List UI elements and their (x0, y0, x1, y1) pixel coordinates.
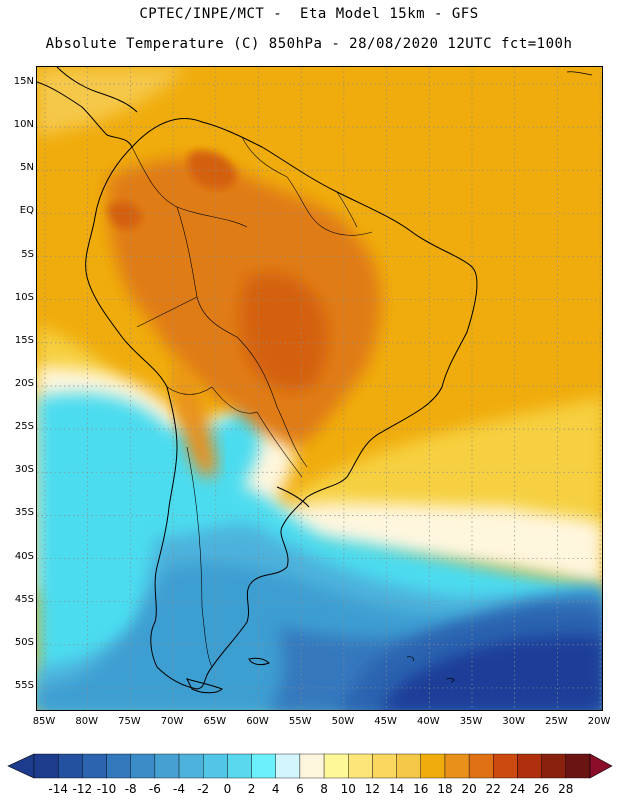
lat-label: 45S (14, 593, 34, 605)
central-america-coast (37, 81, 133, 148)
lon-label: 45W (374, 716, 397, 727)
lon-label: 50W (331, 716, 355, 727)
colorbar-tick-label: -14 (48, 782, 68, 796)
colorbar-segment (57, 753, 83, 779)
lon-label: 25W (545, 716, 568, 727)
colorbar-segment (33, 753, 59, 779)
colorbar-segment (565, 753, 591, 779)
colorbar (7, 753, 613, 779)
lon-label: 70W (160, 716, 184, 727)
colorbar-segment (444, 753, 470, 779)
lon-label: 20W (587, 716, 611, 727)
country-borders (131, 136, 373, 668)
field-deepest-blue (378, 635, 602, 710)
rio-de-la-plata (276, 486, 310, 508)
colorbar-tick-label: -10 (96, 782, 117, 796)
colorbar-tick-label: 0 (223, 782, 232, 796)
colorbar-segment (541, 753, 567, 779)
colorbar-segment (130, 753, 156, 779)
title-line-2: Absolute Temperature (C) 850hPa - 28/08/… (45, 36, 573, 52)
colorbar-tick-label: -6 (148, 782, 161, 796)
lon-label: 65W (203, 716, 227, 727)
lat-label: 35S (14, 507, 34, 519)
colorbar-segment (275, 753, 301, 779)
falklands (248, 657, 270, 666)
colorbar-tick-label: 12 (364, 782, 381, 796)
colorbar-segment (106, 753, 131, 779)
colorbar-tick-label: -2 (197, 782, 210, 796)
lat-label: 5N (20, 162, 34, 174)
colorbar-segment (251, 753, 276, 779)
colorbar-tick-label: -4 (173, 782, 186, 796)
lat-label: 55S (14, 679, 34, 691)
island-details (406, 71, 593, 683)
colorbar-low-arrow (7, 753, 35, 779)
colorbar-segment (299, 753, 325, 779)
lat-label: 50S (14, 636, 34, 648)
lat-label: 25S (14, 421, 34, 433)
colorbar-segment (348, 753, 373, 779)
colorbar-tick-label: 18 (437, 782, 453, 796)
colorbar-tick-label: 24 (509, 782, 526, 796)
colorbar-tick-label: 28 (558, 782, 574, 796)
lat-label: 30S (14, 464, 34, 476)
field-mild-band (287, 397, 602, 537)
graticule (37, 67, 602, 710)
colorbar-segment (372, 753, 397, 779)
colorbar-segment (203, 753, 228, 779)
lon-label: 35W (459, 716, 483, 727)
colorbar-segment (517, 753, 542, 779)
colorbar-tick-label: 14 (388, 782, 405, 796)
lat-label: 20S (14, 377, 34, 389)
lat-label: 10N (13, 119, 34, 131)
field-mild-north (37, 67, 187, 137)
map-canvas (37, 67, 602, 710)
tierra-del-fuego (186, 678, 223, 694)
south-america-coast (85, 118, 478, 690)
colorbar-tick-label: 6 (296, 782, 304, 796)
colorbar-segment (178, 753, 204, 779)
lon-label: 75W (118, 716, 141, 727)
lon-label: 55W (288, 716, 312, 727)
colorbar-segment (323, 753, 349, 779)
lat-label: 10S (14, 291, 34, 303)
colorbar-tick-label: 22 (485, 782, 501, 796)
lon-label: 80W (75, 716, 98, 727)
lon-label: 40W (416, 716, 440, 727)
lat-label: EQ (19, 205, 34, 217)
colorbar-tick-label: 4 (271, 782, 280, 796)
colorbar-segment (468, 753, 494, 779)
colorbar-tick-label: 10 (340, 782, 356, 796)
colorbar-tick-label: 26 (534, 782, 550, 796)
lat-label: 5S (21, 248, 34, 260)
colorbar-tick-label: -12 (72, 782, 93, 796)
colorbar-tick-label: 16 (413, 782, 429, 796)
colorbar-segment (396, 753, 421, 779)
lon-label: 30W (502, 716, 525, 727)
field-hottest-core (240, 273, 328, 391)
field-hottest-west (187, 150, 237, 189)
colorbar-tick-label: 8 (320, 782, 328, 796)
lon-label: 85W (32, 716, 56, 727)
field-hot-andes (175, 357, 217, 478)
lat-label: 15N (13, 76, 34, 87)
colorbar-tick-label: 2 (247, 782, 256, 796)
colorbar-tick-label: 20 (461, 782, 477, 796)
central-america-coast-2 (56, 67, 138, 113)
colorbar-high-arrow (589, 753, 613, 779)
colorbar-segment (82, 753, 107, 779)
coastlines (37, 67, 478, 694)
colorbar-segment (493, 753, 518, 779)
lat-label: 40S (14, 550, 34, 562)
title-line-1: CPTEC/INPE/MCT - Eta Model 15km - GFS (139, 6, 479, 22)
colorbar-segment (420, 753, 446, 779)
lon-label: 60W (246, 716, 269, 727)
colorbar-segment (227, 753, 252, 779)
lat-label: 15S (14, 334, 34, 346)
colorbar-segment (154, 753, 180, 779)
field-hottest-north (107, 201, 142, 229)
temperature-map[interactable] (36, 66, 603, 711)
colorbar-tick-label: -8 (124, 782, 137, 796)
